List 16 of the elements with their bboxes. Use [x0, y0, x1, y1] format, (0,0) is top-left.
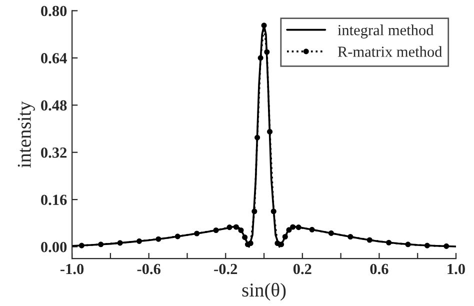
- x-axis-title: sin(θ): [242, 282, 286, 301]
- y-tick-label: 0.16: [41, 194, 67, 206]
- y-tick-label: 0.64: [41, 53, 67, 64]
- x-tick-label: 0.6: [370, 264, 388, 274]
- x-tick-label: 0.2: [293, 264, 312, 274]
- y-tick-label: 0.32: [41, 147, 67, 158]
- y-tick-label: 0.00: [41, 242, 67, 252]
- legend-label: integral method: [338, 24, 434, 38]
- legend-label: R-matrix method: [338, 46, 442, 57]
- y-tick-label: 0.80: [41, 6, 67, 16]
- x-tick-label: -1.0: [60, 264, 84, 274]
- y-axis-title: intensity: [18, 101, 35, 168]
- x-tick-label: -0.2: [214, 264, 238, 274]
- x-tick-label: -0.6: [137, 264, 160, 274]
- y-tick-label: 0.48: [41, 100, 67, 111]
- x-tick-label: 1.0: [448, 264, 465, 274]
